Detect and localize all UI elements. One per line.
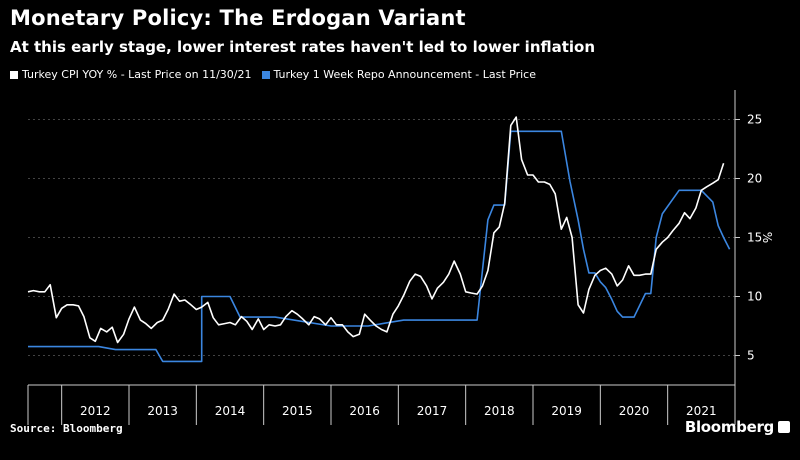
legend-item-repo: Turkey 1 Week Repo Announcement - Last P…: [261, 68, 536, 81]
legend-swatch-repo: [261, 70, 270, 79]
y-tick-label-15: 15: [747, 231, 762, 245]
brand-terminal-icon: [778, 421, 790, 433]
x-tick-label-2013: 2013: [147, 404, 178, 418]
brand-logo-text: Bloomberg: [684, 418, 774, 436]
source-note: Source: Bloomberg: [10, 422, 123, 435]
series-line-repo: [28, 130, 731, 363]
legend-item-cpi: Turkey CPI YOY % - Last Price on 11/30/2…: [10, 68, 252, 81]
chart-title: Monetary Policy: The Erdogan Variant: [10, 6, 466, 30]
x-tick-label-2016: 2016: [349, 404, 380, 418]
legend-label-repo: Turkey 1 Week Repo Announcement - Last P…: [273, 68, 536, 81]
x-tick-label-2020: 2020: [619, 404, 650, 418]
y-tick-label-5: 5: [747, 349, 755, 363]
x-tick-label-2019: 2019: [551, 404, 582, 418]
y-tick-label-20: 20: [747, 172, 762, 186]
x-tick-label-2014: 2014: [215, 404, 246, 418]
y-tick-label-25: 25: [747, 113, 762, 127]
series-line-cpi: [27, 116, 725, 344]
x-tick-label-2018: 2018: [484, 404, 515, 418]
x-tick-label-2012: 2012: [80, 404, 111, 418]
x-tick-label-2017: 2017: [417, 404, 448, 418]
x-tick-label-2021: 2021: [686, 404, 717, 418]
legend: Turkey CPI YOY % - Last Price on 11/30/2…: [10, 68, 546, 81]
legend-label-cpi: Turkey CPI YOY % - Last Price on 11/30/2…: [22, 68, 252, 81]
x-tick-label-2015: 2015: [282, 404, 313, 418]
chart-subtitle: At this early stage, lower interest rate…: [10, 38, 596, 56]
y-axis-label: %: [760, 232, 774, 243]
y-tick-label-10: 10: [747, 290, 762, 304]
legend-swatch-cpi: [10, 70, 18, 79]
